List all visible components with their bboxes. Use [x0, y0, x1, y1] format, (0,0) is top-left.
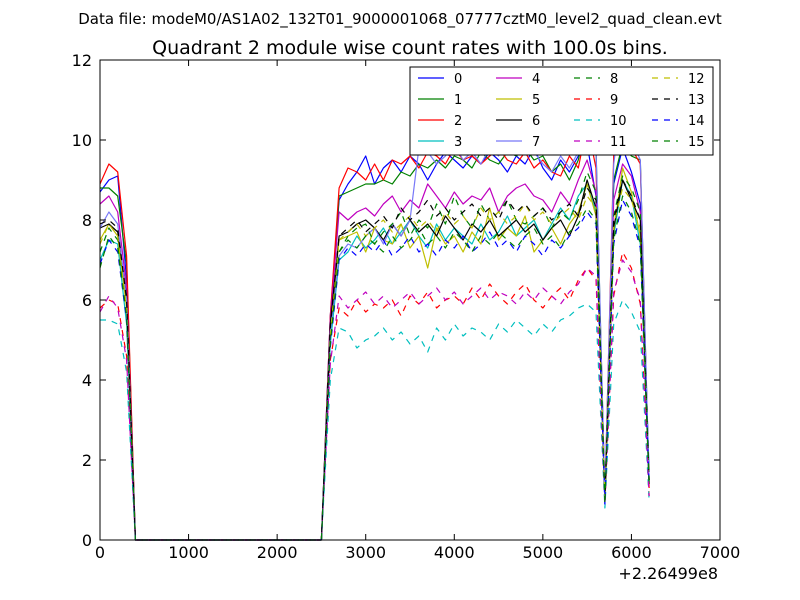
legend-label-6: 6 — [532, 114, 540, 129]
legend-label-8: 8 — [610, 72, 618, 87]
chart-title: Quadrant 2 module wise count rates with … — [152, 37, 668, 59]
x-tick-label: 3000 — [345, 543, 386, 562]
series-line-4 — [99, 159, 650, 541]
legend-label-14: 14 — [688, 114, 705, 129]
x-tick-label: 5000 — [522, 543, 563, 562]
series-line-6 — [99, 179, 650, 541]
series-line-11 — [99, 259, 650, 541]
x-tick-label: 1000 — [168, 543, 209, 562]
x-offset-label: +2.26499e8 — [618, 564, 718, 583]
series-line-8 — [99, 171, 650, 541]
legend-label-1: 1 — [454, 93, 462, 108]
series-line-13 — [99, 179, 650, 541]
y-tick-label: 6 — [82, 291, 92, 310]
legend-label-0: 0 — [454, 72, 462, 87]
legend-label-12: 12 — [688, 72, 705, 87]
y-tick-label: 10 — [72, 131, 92, 150]
y-tick-label: 2 — [82, 451, 92, 470]
legend-label-10: 10 — [610, 114, 627, 129]
x-tick-label: 7000 — [700, 543, 741, 562]
legend-label-7: 7 — [532, 135, 540, 150]
x-tick-label: 6000 — [611, 543, 652, 562]
legend-box — [409, 66, 714, 156]
series-line-9 — [99, 251, 650, 541]
series-line-10 — [100, 299, 650, 541]
legend-label-2: 2 — [454, 114, 462, 129]
legend-label-13: 13 — [688, 93, 705, 108]
legend-label-3: 3 — [454, 135, 462, 150]
x-tick-label: 0 — [95, 543, 105, 562]
suptitle: Data file: modeM0/AS1A02_132T01_90000010… — [78, 10, 722, 29]
y-tick-label: 12 — [72, 51, 92, 70]
x-tick-label: 4000 — [434, 543, 475, 562]
x-tick-label: 2000 — [257, 543, 298, 562]
legend-label-15: 15 — [688, 135, 705, 150]
legend-label-11: 11 — [610, 135, 627, 150]
y-tick-label: 0 — [82, 531, 92, 550]
series-line-15 — [99, 195, 650, 541]
legend-label-5: 5 — [532, 93, 540, 108]
y-tick-label: 4 — [82, 371, 92, 390]
series-line-12 — [99, 187, 650, 541]
legend-label-9: 9 — [610, 93, 618, 108]
legend-label-4: 4 — [532, 72, 540, 87]
y-tick-label: 8 — [82, 211, 92, 230]
